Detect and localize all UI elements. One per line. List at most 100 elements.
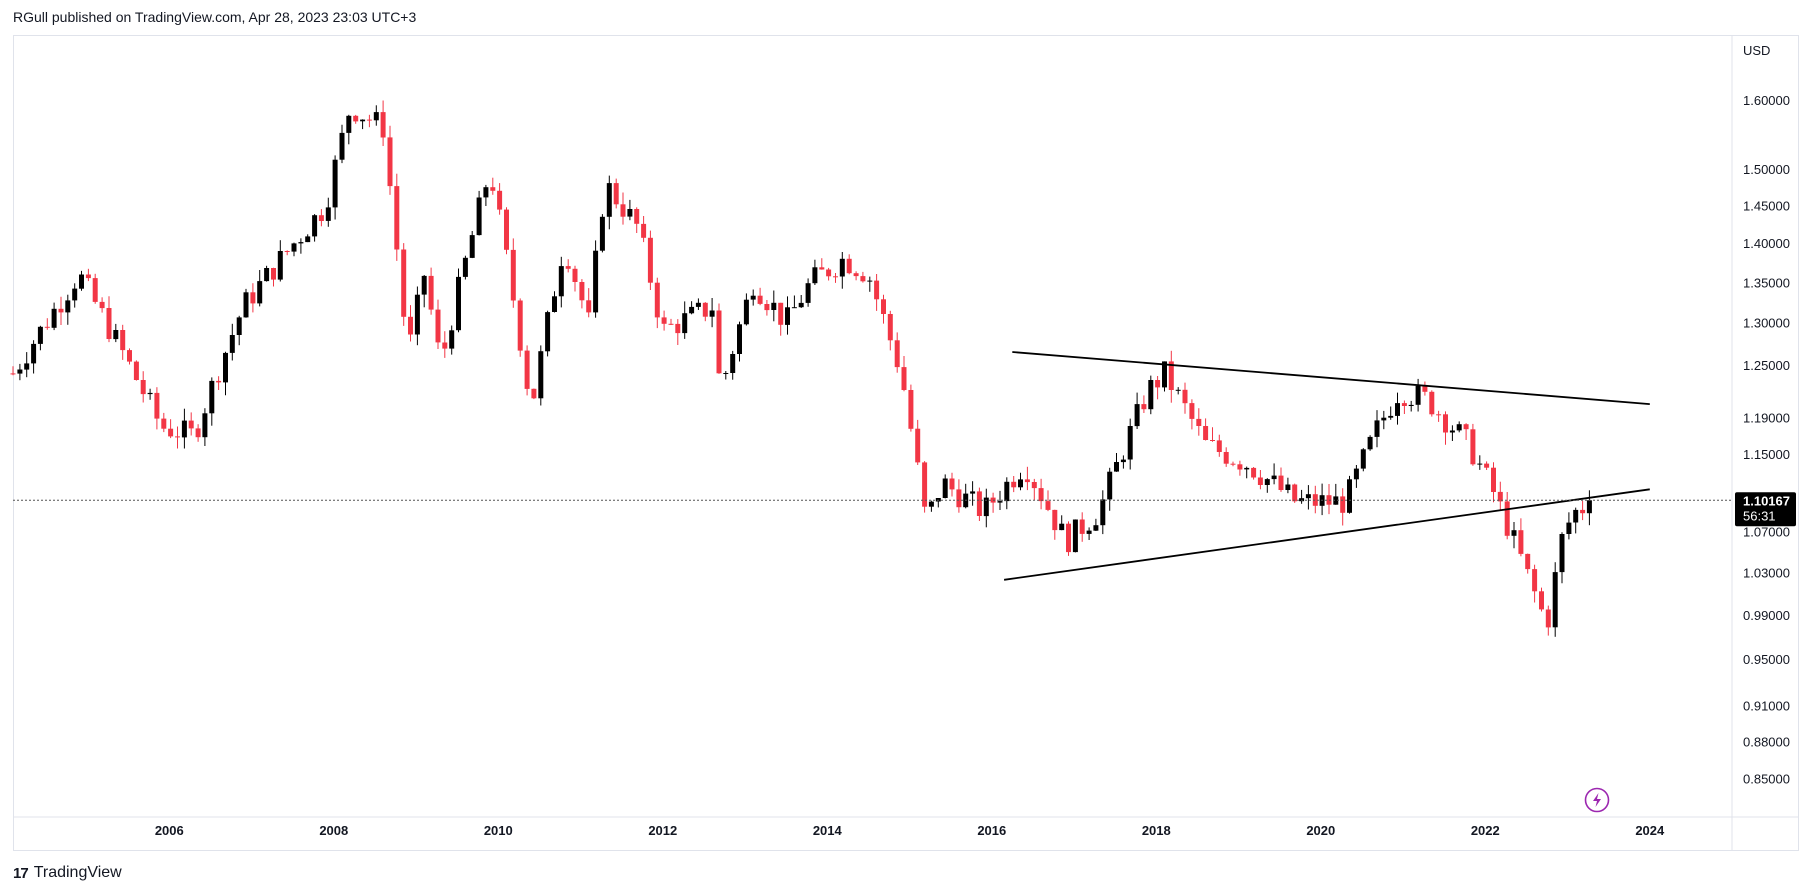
tradingview-logo-icon: 17 <box>13 864 29 882</box>
candle <box>133 360 139 381</box>
candle <box>31 340 37 374</box>
candle <box>209 377 215 426</box>
candle <box>599 214 605 253</box>
candle <box>1004 477 1010 510</box>
trendline-resistance[interactable] <box>1012 351 1650 405</box>
candle <box>510 238 516 308</box>
candle <box>428 267 434 315</box>
candle <box>1038 478 1044 510</box>
trendline-support[interactable] <box>1003 488 1650 581</box>
candle <box>613 178 619 209</box>
candle <box>867 276 873 292</box>
candle <box>1511 522 1517 549</box>
candle <box>1381 410 1387 430</box>
candle <box>1093 518 1099 531</box>
candle <box>1497 481 1503 511</box>
candle <box>915 419 921 465</box>
candle <box>490 177 496 195</box>
candle <box>497 183 503 215</box>
x-axis: 2006 2008 2010 2012 2014 2016 2018 2020 2022 2024 <box>155 823 1665 838</box>
candle <box>51 302 57 331</box>
candle <box>887 310 893 351</box>
candle <box>1504 492 1510 540</box>
candle <box>414 286 420 346</box>
y-tick-label: 1.40000 <box>1743 236 1790 251</box>
x-tick-label: 2016 <box>977 823 1006 838</box>
candle <box>839 252 845 289</box>
candle <box>1251 467 1257 480</box>
candle <box>325 197 331 227</box>
candle <box>195 424 201 442</box>
candle <box>1333 483 1339 505</box>
x-tick-label: 2006 <box>155 823 184 838</box>
candle <box>1271 463 1277 485</box>
candle <box>449 325 455 355</box>
candle <box>1532 564 1538 603</box>
candle <box>1120 455 1126 469</box>
candle <box>1285 477 1291 494</box>
lightning-icon[interactable] <box>1584 787 1610 813</box>
candle <box>1127 418 1133 470</box>
candle <box>668 318 674 325</box>
candle <box>1539 587 1544 612</box>
candle <box>65 294 71 325</box>
candle <box>44 318 50 330</box>
candle <box>1292 483 1298 503</box>
candle <box>202 408 208 446</box>
x-tick-label: 2020 <box>1306 823 1335 838</box>
candle <box>1079 512 1085 542</box>
candle <box>702 302 708 322</box>
x-tick-label: 2018 <box>1142 823 1171 838</box>
candle <box>922 461 928 513</box>
candle <box>531 388 537 400</box>
candle <box>970 481 976 506</box>
brand-name: TradingView <box>33 864 122 881</box>
candle <box>394 173 400 261</box>
candle <box>147 388 153 400</box>
candle <box>264 265 270 282</box>
candle <box>127 348 132 365</box>
y-tick-label: 1.35000 <box>1743 275 1790 290</box>
candle <box>250 283 256 313</box>
candle <box>894 332 900 373</box>
tradingview-brand[interactable]: 17 TradingView <box>13 864 122 882</box>
candle <box>586 288 592 318</box>
chart-frame <box>13 35 1799 851</box>
candle <box>1319 483 1325 516</box>
y-tick-label: 1.50000 <box>1743 162 1790 177</box>
y-axis: 1.60000 1.50000 1.45000 1.40000 1.35000 1.300… <box>1743 93 1790 787</box>
candle <box>1360 448 1366 472</box>
candle <box>620 192 626 225</box>
candle <box>1230 461 1236 467</box>
candle <box>120 324 126 360</box>
candle <box>1545 605 1551 636</box>
candle <box>833 273 838 283</box>
candle <box>1415 378 1421 412</box>
candle <box>572 265 578 292</box>
candle <box>908 384 914 432</box>
candle <box>538 345 544 406</box>
candle <box>1312 485 1318 514</box>
candle <box>401 243 407 326</box>
candle <box>271 267 276 287</box>
candle <box>380 100 386 146</box>
candle <box>853 271 859 281</box>
candle <box>168 419 174 439</box>
candle <box>1072 519 1078 553</box>
candle <box>990 492 996 513</box>
candle <box>140 371 146 403</box>
candle <box>976 487 982 521</box>
bar-countdown: 56:31 <box>1743 508 1776 523</box>
candle <box>819 258 825 270</box>
x-tick-label: 2008 <box>319 823 348 838</box>
candle <box>85 268 91 282</box>
candle <box>476 190 482 236</box>
y-tick-label: 1.07000 <box>1743 525 1790 540</box>
candle <box>154 387 160 430</box>
candle <box>1148 375 1154 415</box>
candle <box>181 408 187 449</box>
candle <box>113 323 119 343</box>
candle <box>743 293 749 326</box>
candle <box>1100 490 1106 535</box>
